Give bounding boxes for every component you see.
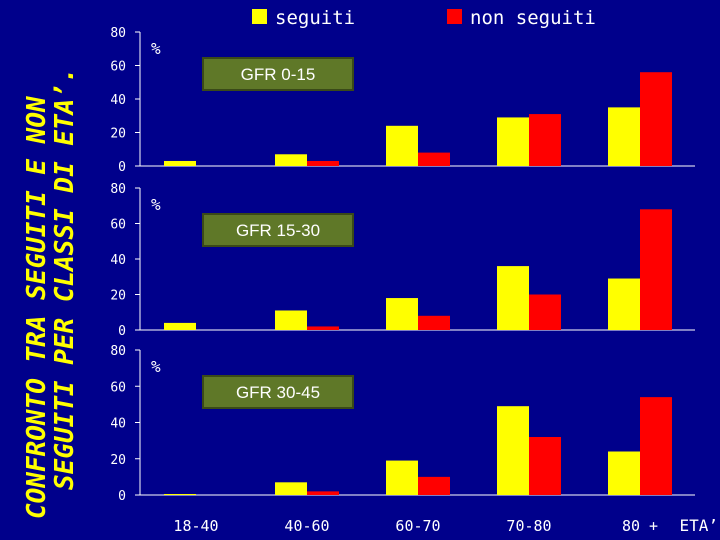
y-tick-label-2-40: 40 (110, 253, 126, 268)
panel-label-2: GFR 15-30 (236, 221, 320, 240)
x-category-label-80: 80 + (622, 517, 658, 535)
panel-label-box-1 (202, 57, 354, 91)
y-tick-label-3-40: 40 (110, 417, 126, 432)
bar-non-seguiti-3-80 (640, 397, 672, 495)
unit-label-2: % (151, 195, 161, 214)
bar-seguiti-3-1840 (164, 494, 196, 495)
bar-seguiti-2-7080 (497, 266, 529, 330)
y-tick-label-2-20: 20 (110, 289, 126, 304)
y-tick-label-1-20: 20 (110, 127, 126, 142)
bar-seguiti-3-6070 (386, 460, 418, 495)
y-tick-label-2-60: 60 (110, 218, 126, 233)
y-tick-label-3-20: 20 (110, 453, 126, 468)
y-tick-label-1-80: 80 (110, 26, 126, 41)
bar-seguiti-2-4060 (275, 310, 307, 330)
panel-label-box-3 (202, 375, 354, 409)
bar-seguiti-3-7080 (497, 406, 529, 495)
bar-non-seguiti-1-80 (640, 72, 672, 166)
y-tick-label-3-80: 80 (110, 344, 126, 359)
bar-seguiti-3-4060 (275, 482, 307, 495)
y-tick-label-1-40: 40 (110, 93, 126, 108)
bar-non-seguiti-2-4060 (307, 326, 339, 330)
unit-label-1: % (151, 39, 161, 58)
unit-label-3: % (151, 357, 161, 376)
y-tick-label-1-60: 60 (110, 60, 126, 75)
bar-non-seguiti-3-6070 (418, 476, 450, 495)
bar-seguiti-1-80 (608, 107, 640, 166)
bar-non-seguiti-3-4060 (307, 491, 339, 495)
bar-seguiti-2-1840 (164, 322, 196, 330)
bar-seguiti-1-4060 (275, 154, 307, 166)
bar-non-seguiti-1-7080 (529, 114, 561, 166)
y-tick-label-1-0: 0 (118, 160, 126, 175)
bar-non-seguiti-1-6070 (418, 152, 450, 166)
bar-seguiti-1-7080 (497, 117, 529, 166)
y-tick-label-2-80: 80 (110, 182, 126, 197)
bar-non-seguiti-2-6070 (418, 315, 450, 330)
legend-swatch-non-seguiti (447, 9, 462, 24)
legend-label-non-seguiti: non seguiti (470, 7, 596, 29)
bar-non-seguiti-3-7080 (529, 437, 561, 495)
y-tick-label-2-0: 0 (118, 324, 126, 339)
x-axis-title: ETA’ (679, 516, 718, 535)
bar-non-seguiti-2-80 (640, 209, 672, 330)
bar-seguiti-2-6070 (386, 298, 418, 330)
bar-seguiti-3-80 (608, 451, 640, 495)
panel-label-3: GFR 30-45 (236, 383, 320, 402)
x-category-label-6070: 60-70 (395, 517, 440, 535)
panel-label-box-2 (202, 213, 354, 247)
bar-seguiti-2-80 (608, 278, 640, 330)
bar-non-seguiti-2-7080 (529, 294, 561, 330)
y-tick-label-3-0: 0 (118, 489, 126, 504)
x-category-label-1840: 18-40 (173, 517, 218, 535)
bar-non-seguiti-1-4060 (307, 160, 339, 166)
x-category-label-7080: 70-80 (506, 517, 551, 535)
legend-label-seguiti: seguiti (275, 7, 355, 29)
legend-swatch-seguiti (252, 9, 267, 24)
y-tick-label-3-60: 60 (110, 380, 126, 395)
x-category-label-4060: 40-60 (284, 517, 329, 535)
bar-seguiti-1-1840 (164, 160, 196, 166)
bar-seguiti-1-6070 (386, 125, 418, 166)
panel-label-1: GFR 0-15 (241, 65, 316, 84)
